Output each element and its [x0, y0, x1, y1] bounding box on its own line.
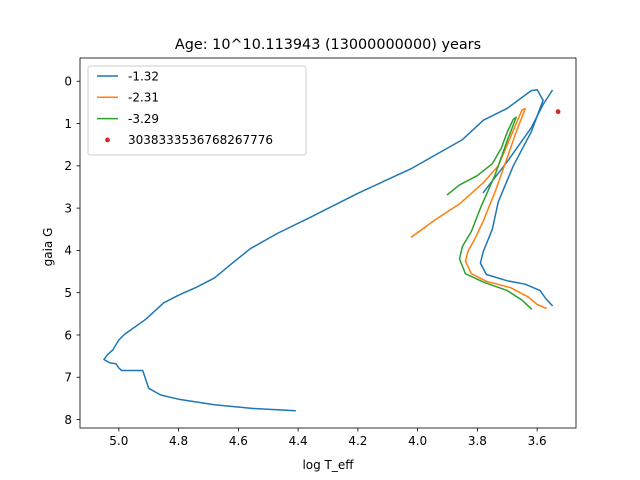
y-tick-label: 3	[64, 201, 72, 215]
x-tick-label: 4.2	[348, 434, 367, 448]
y-tick-label: 2	[64, 159, 72, 173]
x-tick-label: 4.0	[408, 434, 427, 448]
x-axis-label: log T_eff	[302, 458, 354, 472]
y-tick-label: 8	[64, 413, 72, 427]
y-tick-label: 7	[64, 371, 72, 385]
series-line-2	[410, 107, 548, 310]
x-tick-label: 3.8	[468, 434, 487, 448]
y-axis-label: gaia G	[41, 228, 55, 267]
legend: -1.32 -2.31 -3.29 3038333536768267776	[87, 65, 307, 156]
legend-box	[87, 65, 307, 156]
y-tick-label: 4	[64, 244, 72, 258]
y-tick-label: 1	[64, 117, 72, 131]
x-tick-label: 4.8	[169, 434, 188, 448]
data-point-4-0	[555, 109, 561, 115]
x-tick-label: 5.0	[109, 434, 128, 448]
series-line-3	[446, 116, 533, 310]
x-tick-label: 4.6	[229, 434, 248, 448]
legend-marker-3	[105, 137, 110, 143]
series-group	[103, 88, 561, 412]
y-tick-label: 0	[64, 75, 72, 89]
y-tick-label: 6	[64, 328, 72, 342]
legend-label-1: -2.31	[128, 91, 159, 105]
series-line-1	[482, 89, 554, 194]
legend-label-0: -1.32	[128, 69, 159, 83]
chart-title: Age: 10^10.113943 (13000000000) years	[175, 37, 481, 53]
y-tick-label: 5	[64, 286, 72, 300]
axes-frame	[79, 57, 577, 429]
legend-label-2: -3.29	[128, 112, 159, 126]
x-tick-label: 4.4	[289, 434, 308, 448]
x-tick-label: 3.6	[528, 434, 547, 448]
plot-area: 5.0 4.8 4.6 4.4 4.2 4.0 3.8 3.6 0 1 2 3 4 5 6 7 8 -1.32 -2…	[64, 57, 577, 448]
legend-label-3: 3038333536768267776	[128, 133, 273, 147]
series-line-0	[103, 88, 554, 412]
